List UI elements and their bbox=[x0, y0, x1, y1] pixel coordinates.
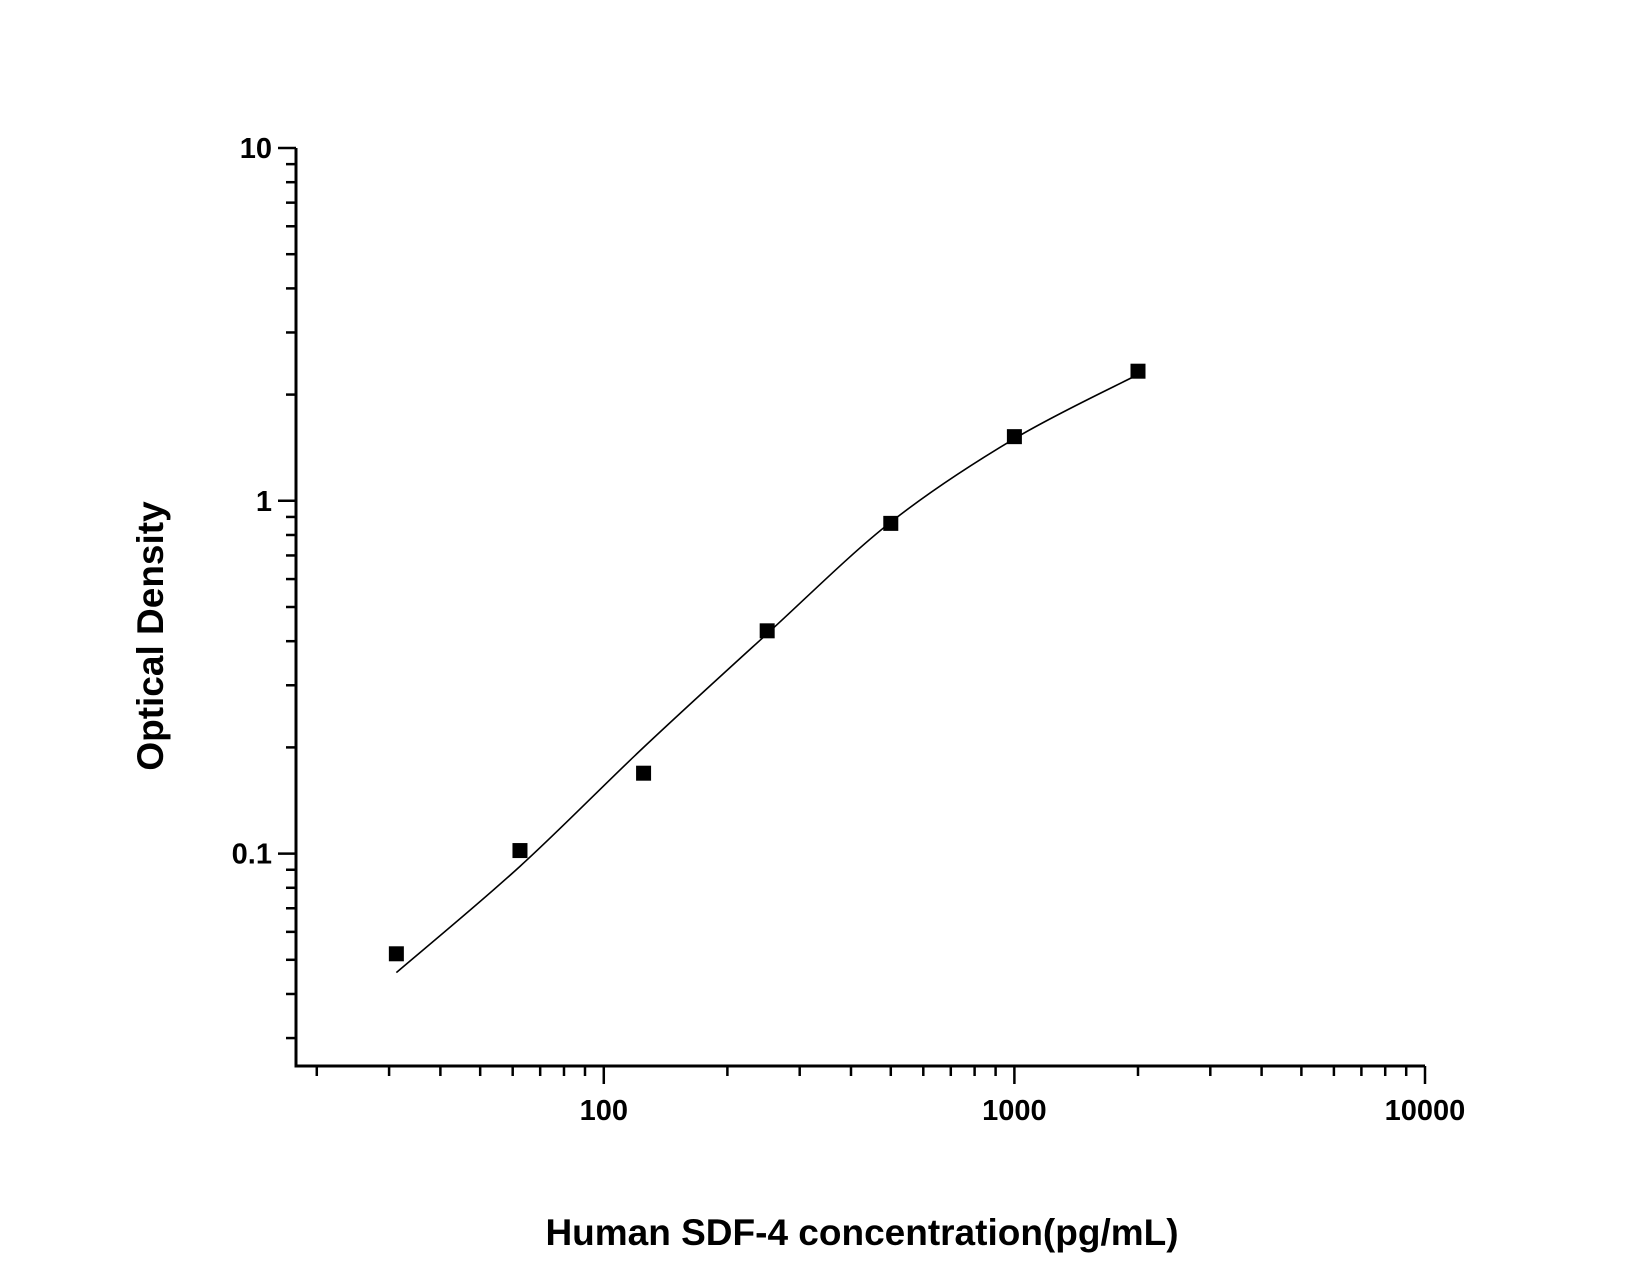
data-point bbox=[883, 515, 899, 531]
data-point bbox=[1130, 363, 1146, 379]
x-tick-label: 1000 bbox=[982, 1095, 1047, 1127]
data-point bbox=[1006, 429, 1022, 445]
y-tick-label: 1 bbox=[256, 486, 272, 518]
data-points bbox=[388, 363, 1146, 962]
x-axis-title: Human SDF-4 concentration(pg/mL) bbox=[545, 1212, 1178, 1253]
x-tick-label: 100 bbox=[580, 1095, 628, 1127]
y-axis-title: Optical Density bbox=[130, 501, 171, 771]
fit-curve bbox=[395, 373, 1139, 974]
data-point bbox=[636, 765, 652, 781]
tick-labels: 0.1 1 10 100 1000 10000 bbox=[232, 133, 1466, 1127]
data-point bbox=[512, 843, 528, 859]
y-tick-label: 10 bbox=[240, 133, 272, 165]
data-point bbox=[759, 623, 775, 639]
axis-ticks bbox=[278, 146, 1427, 1084]
x-tick-label: 10000 bbox=[1385, 1095, 1466, 1127]
y-tick-label: 0.1 bbox=[232, 839, 272, 871]
data-point bbox=[388, 946, 404, 962]
axes bbox=[294, 148, 1425, 1068]
